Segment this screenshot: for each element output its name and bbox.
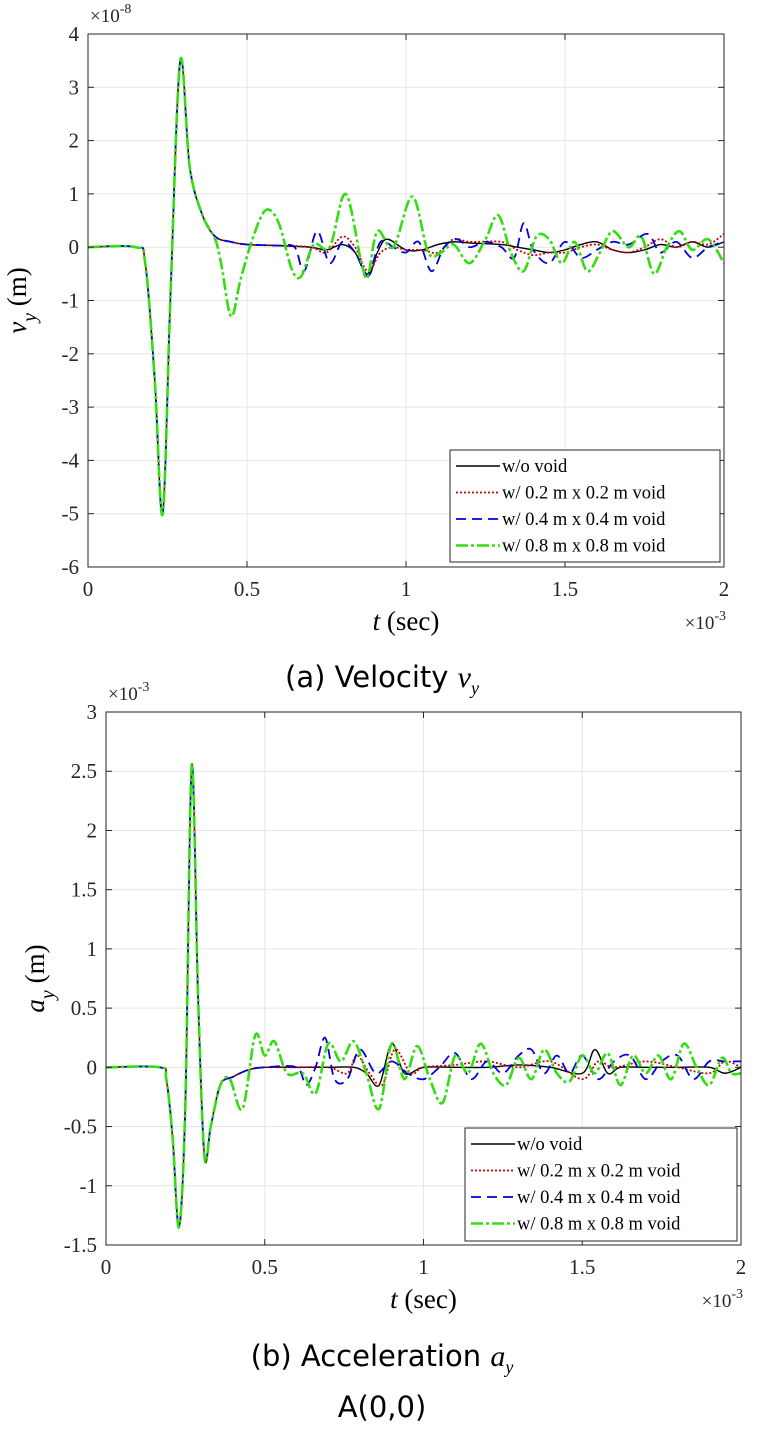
- y-tick-label: -3: [62, 395, 80, 419]
- x-exponent-label: ×10-3: [702, 1287, 743, 1312]
- y-tick-label: 1: [69, 182, 80, 206]
- x-tick-label: 1: [401, 577, 412, 601]
- y-exponent-label: ×10-3: [108, 680, 149, 705]
- caption-acceleration: (b) Acceleration ay: [0, 1339, 764, 1378]
- y-axis-sub: y: [37, 990, 59, 1001]
- legend-label-0: w/o void: [517, 1135, 583, 1155]
- series-line-3: [106, 762, 741, 1229]
- caption-velocity-symbol: vy: [457, 661, 479, 698]
- y-exponent-base: ×10: [108, 684, 138, 705]
- legend-label-3: w/ 0.8 m x 0.8 m void: [502, 537, 666, 557]
- y-exponent-label: ×10-8: [90, 2, 131, 27]
- y-tick-label: 0: [69, 235, 80, 259]
- y-tick-label: -1: [62, 289, 80, 313]
- x-tick-label: 0: [101, 1255, 112, 1279]
- y-tick-label: 1.5: [71, 878, 97, 902]
- x-tick-label: 0: [83, 577, 94, 601]
- y-tick-label: 2: [69, 129, 80, 153]
- y-tick-label: 2.5: [71, 759, 97, 783]
- y-axis-sub: y: [19, 313, 41, 324]
- caption-velocity-text: (a) Velocity: [285, 660, 458, 694]
- x-exponent-base: ×10: [685, 613, 715, 634]
- y-tick-label: 3: [69, 75, 80, 99]
- y-axis-label: vy (m): [2, 267, 41, 334]
- x-exponent-power: -3: [731, 1287, 743, 1302]
- y-axis-unit: (m): [2, 267, 32, 313]
- x-exponent-base: ×10: [702, 1291, 732, 1312]
- y-axis-unit: (m): [20, 944, 50, 990]
- caption-velocity-var: v: [457, 661, 471, 694]
- x-axis-var: t: [373, 606, 382, 636]
- x-tick-label: 1: [418, 1255, 429, 1279]
- caption-acceleration-sub: y: [505, 1357, 514, 1377]
- y-tick-label: 0.5: [71, 996, 97, 1020]
- caption-velocity: (a) Velocity vy: [0, 660, 764, 699]
- y-tick-label: -6: [62, 555, 80, 579]
- y-tick-label: 3: [87, 700, 98, 724]
- caption-acceleration-symbol: ay: [490, 1340, 513, 1377]
- series-group: [88, 56, 724, 517]
- x-axis-label: t (sec): [390, 1284, 457, 1314]
- x-axis-unit: (sec): [398, 1284, 457, 1314]
- y-exponent-power: -8: [120, 2, 132, 17]
- x-axis-label: t (sec): [373, 606, 440, 636]
- y-tick-label: -0.5: [64, 1115, 97, 1139]
- x-tick-label: 1.5: [552, 577, 578, 601]
- legend-box: [449, 449, 721, 563]
- caption-velocity-sub: y: [470, 678, 479, 698]
- y-tick-label: -1: [80, 1174, 98, 1198]
- legend-label-3: w/ 0.8 m x 0.8 m void: [517, 1215, 681, 1235]
- y-axis-var: v: [2, 322, 32, 334]
- legend: w/o void w/ 0.2 m x 0.2 m void w/ 0.4 m x …: [449, 449, 721, 563]
- x-axis-var: t: [390, 1284, 399, 1314]
- y-exponent-base: ×10: [90, 6, 120, 27]
- y-axis-label: ay (m): [20, 944, 59, 1012]
- legend-label-2: w/ 0.4 m x 0.4 m void: [502, 510, 666, 530]
- caption-acceleration-text: (b) Acceleration: [250, 1339, 491, 1373]
- legend-box: [464, 1127, 738, 1242]
- x-tick-label: 2: [736, 1255, 747, 1279]
- y-tick-label: -2: [62, 342, 80, 366]
- legend-label-2: w/ 0.4 m x 0.4 m void: [517, 1188, 681, 1208]
- series-line-1: [106, 763, 741, 1229]
- y-tick-label: -5: [62, 502, 80, 526]
- x-tick-label: 0.5: [234, 577, 260, 601]
- legend-label-1: w/ 0.2 m x 0.2 m void: [517, 1162, 681, 1182]
- y-tick-label: 1: [87, 937, 98, 961]
- acceleration-chart: 0 0.5 1 1.5 2-1.5-1-0.500.511.522.53×10-3×10…: [20, 680, 746, 1314]
- y-tick-label: 2: [87, 818, 98, 842]
- series-group: [106, 762, 741, 1229]
- y-tick-label: -4: [62, 448, 80, 472]
- legend-label-1: w/ 0.2 m x 0.2 m void: [502, 484, 666, 504]
- y-exponent-power: -3: [138, 680, 150, 695]
- location-label: A(0,0): [337, 1390, 427, 1424]
- legend-label-0: w/o void: [502, 457, 568, 477]
- x-exponent-power: -3: [714, 609, 726, 624]
- legend: w/o void w/ 0.2 m x 0.2 m void w/ 0.4 m x …: [464, 1127, 738, 1242]
- x-tick-label: 1.5: [569, 1255, 595, 1279]
- caption-acceleration-var: a: [490, 1340, 506, 1373]
- y-tick-label: 0: [87, 1055, 98, 1079]
- series-line-3: [88, 56, 724, 517]
- series-line-0: [88, 57, 724, 516]
- x-tick-label: 0.5: [252, 1255, 278, 1279]
- x-exponent-label: ×10-3: [685, 609, 726, 634]
- x-axis-unit: (sec): [380, 606, 439, 636]
- x-tick-label: 2: [719, 577, 730, 601]
- y-axis-var: a: [20, 999, 50, 1013]
- y-tick-label: -1.5: [64, 1233, 97, 1257]
- y-tick-label: 4: [69, 22, 80, 46]
